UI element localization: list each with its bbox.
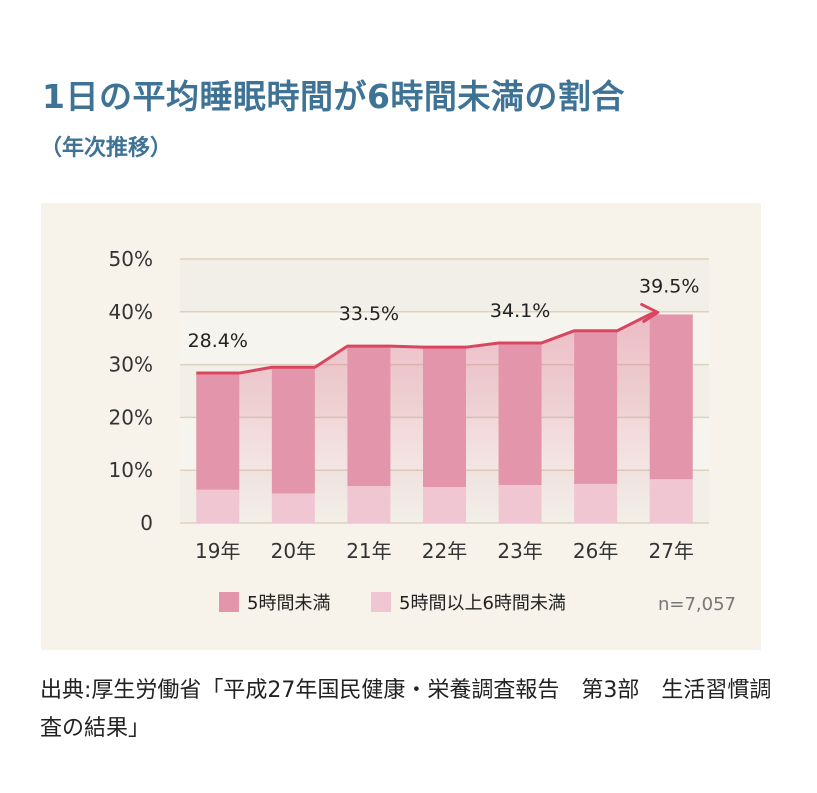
data-label: 28.4% [188,330,248,352]
chart-title: 1日の平均睡眠時間が6時間未満の割合 [42,77,625,116]
source-note: 出典:厚生労働省「平成27年国民健康・栄養調査報告 第3部 生活習慣調査の結果」 [40,678,772,741]
y-tick-label: 50% [109,247,153,271]
x-tick-label: 19年 [195,539,240,563]
y-tick-label: 30% [109,353,153,377]
chart-panel: 0 10% 20% 30% 40% 50% 19年 20年 21年 22年 23年 26年 27年 28.… [41,203,761,650]
x-tick-label: 26年 [573,539,618,563]
bar-segment-5-6h-1 [271,493,315,523]
bar-segment-under-5h-3 [423,347,466,488]
y-tick-label: 0 [140,511,153,535]
legend-swatch-5-6h [371,592,391,612]
bar-segment-5-6h-3 [423,487,466,523]
bar-segment-under-5h-2 [347,346,391,487]
x-tick-label: 23年 [497,539,542,563]
y-tick-label: 20% [109,405,153,429]
trend-line [196,311,657,375]
data-label: 39.5% [639,275,699,297]
x-tick-label: 22年 [422,539,467,563]
sample-size-note: n=7,057 [658,594,736,615]
legend-swatch-under-5h [219,592,239,612]
bar-segment-5-6h-6 [649,479,693,523]
bar-segment-under-5h-4 [498,342,542,485]
bar-segment-5-6h-2 [347,486,391,523]
data-label: 33.5% [339,303,399,325]
y-tick-label: 10% [109,458,153,482]
legend-label-5-6h: 5時間以上6時間未満 [399,593,566,614]
trend-arrowhead [640,302,660,323]
bar-segment-5-6h-5 [574,483,618,523]
data-label: 34.1% [490,300,550,322]
y-tick-label: 40% [109,300,153,324]
legend-label-under-5h: 5時間未満 [247,593,330,614]
x-tick-label: 27年 [648,539,693,563]
bar-segment-under-5h-1 [271,367,315,494]
bar-segment-5-6h-4 [498,484,542,523]
bar-segment-under-5h-0 [196,373,240,490]
grid-band [180,259,709,312]
x-tick-label: 20年 [271,539,316,563]
bar-chart: 0 10% 20% 30% 40% 50% 19年 20年 21年 22年 23年 26年 27年 28.… [109,247,736,615]
bar-segment-under-5h-6 [649,314,693,480]
bar-segment-under-5h-5 [574,330,618,484]
x-tick-label: 21年 [346,539,391,563]
bar-segment-5-6h-0 [196,489,240,523]
chart-subtitle: （年次推移） [40,136,173,161]
